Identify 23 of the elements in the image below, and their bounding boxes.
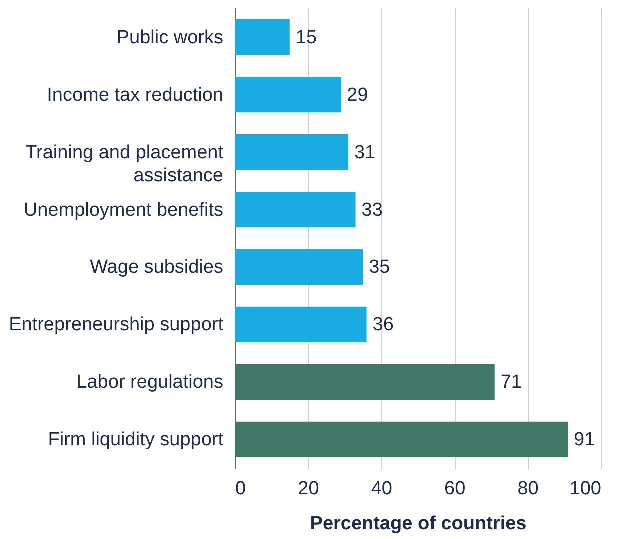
- y-tick-label: Wage subsidies: [90, 257, 224, 278]
- x-tick-label: 80: [518, 478, 539, 500]
- x-tick-label: 60: [444, 478, 466, 500]
- x-axis-title: Percentage of countries: [310, 514, 527, 534]
- data-label: 33: [362, 200, 383, 221]
- y-tick-label: Labor regulations: [76, 372, 224, 394]
- data-label: 71: [500, 372, 522, 394]
- y-tick-label: Firm liquidity support: [48, 430, 224, 451]
- x-tick-label: 20: [298, 478, 320, 500]
- y-tick-label: Unemployment benefits: [24, 200, 224, 221]
- y-tick-label: Entrepreneurship support: [9, 314, 224, 336]
- data-label: 15: [296, 27, 318, 48]
- x-tick-label: 100: [570, 478, 602, 500]
- y-tick-label: Public works: [116, 27, 224, 48]
- data-label: 36: [372, 314, 394, 336]
- data-label: 29: [347, 84, 368, 106]
- x-tick-label: 40: [371, 478, 392, 500]
- y-tick-label: Income tax reduction: [47, 84, 224, 106]
- x-tick-label: 0: [236, 478, 246, 500]
- y-tick-label: Training and placement assistance: [26, 142, 224, 186]
- data-label: 35: [369, 257, 390, 278]
- data-label: 31: [354, 142, 376, 164]
- data-label: 91: [574, 430, 596, 451]
